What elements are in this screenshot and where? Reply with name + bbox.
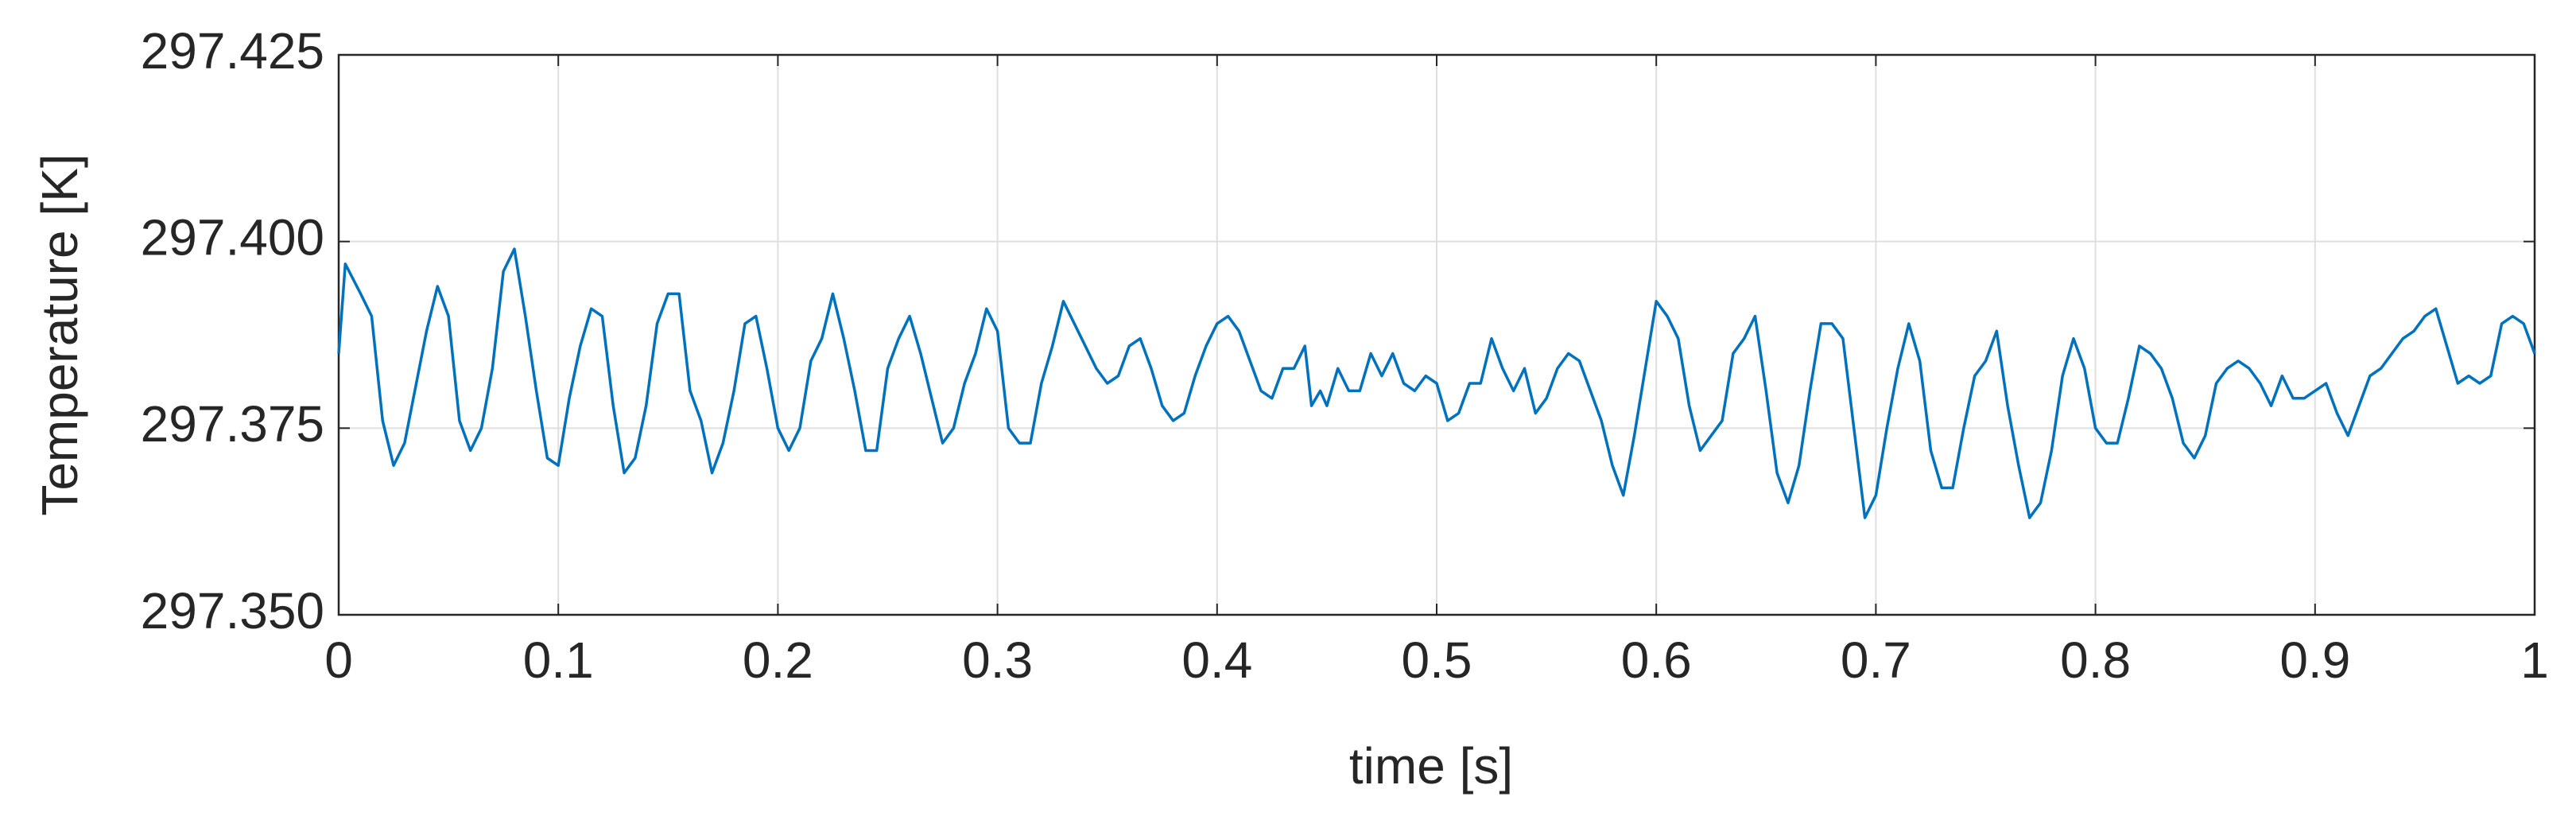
x-tick-label: 0.2 xyxy=(743,632,813,689)
x-tick-label: 0.7 xyxy=(1841,632,1911,689)
x-axis-label: time [s] xyxy=(1349,737,1513,795)
y-tick-label: 297.350 xyxy=(141,582,324,639)
x-tick-label: 0.1 xyxy=(523,632,594,689)
y-tick-label: 297.400 xyxy=(141,209,324,266)
x-tick-label: 0.3 xyxy=(962,632,1033,689)
x-tick-label: 0.9 xyxy=(2279,632,2350,689)
x-tick-label: 1 xyxy=(2520,632,2549,689)
x-tick-label: 0.8 xyxy=(2060,632,2131,689)
y-tick-label: 297.375 xyxy=(141,395,324,453)
data-line xyxy=(337,247,2536,519)
x-tick-label: 0.5 xyxy=(1402,632,1472,689)
y-axis-label: Temperature [K] xyxy=(31,154,88,515)
x-tick-label: 0.6 xyxy=(1621,632,1692,689)
x-tick-label: 0.4 xyxy=(1181,632,1252,689)
y-tick-label: 297.425 xyxy=(141,22,324,80)
x-tick-label: 0 xyxy=(324,632,353,689)
